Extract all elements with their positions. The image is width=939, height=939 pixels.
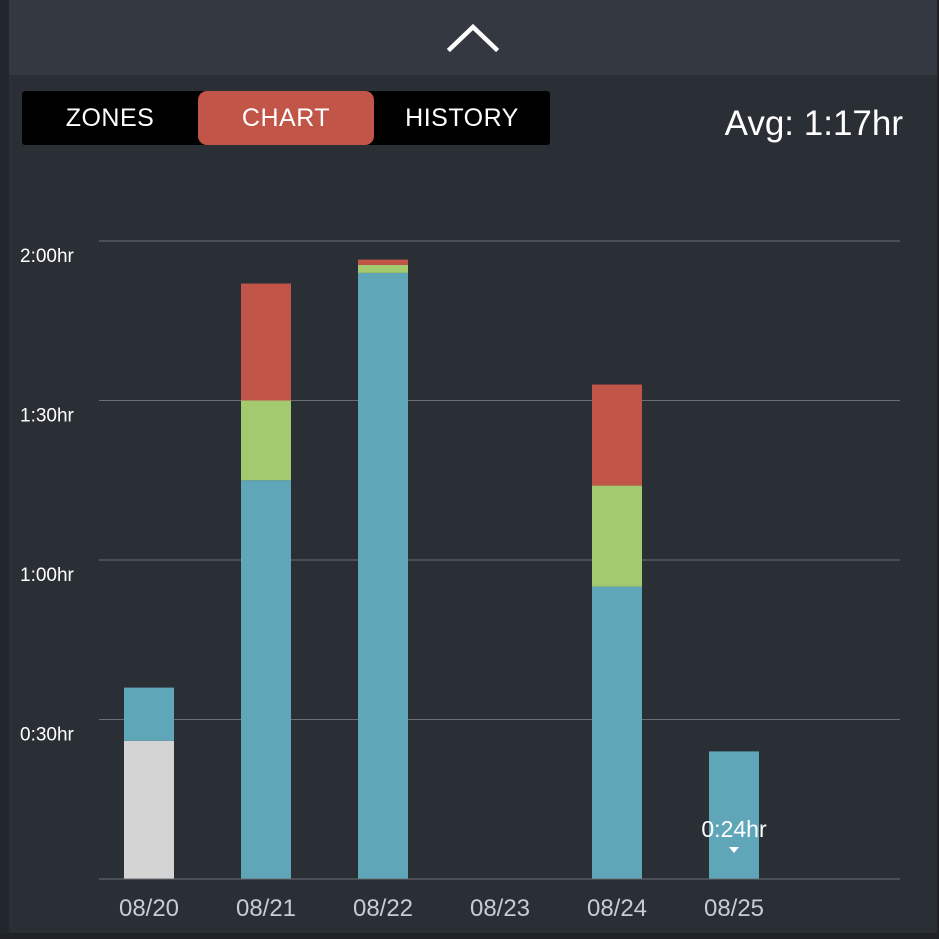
- bar-segment-08-20-s0[interactable]: [124, 740, 174, 879]
- right-edge: [937, 0, 939, 939]
- x-tick-label: 08/22: [353, 895, 413, 922]
- average-label: Avg: 1:17hr: [724, 104, 903, 143]
- data-label: 0:24hr: [701, 816, 767, 842]
- bar-segment-08-21-s1[interactable]: [241, 480, 291, 879]
- bar-segment-08-24-s1[interactable]: [592, 586, 642, 879]
- bar-segment-08-22-s1[interactable]: [358, 272, 408, 879]
- x-tick-label: 08/21: [236, 895, 296, 922]
- x-tick-label: 08/25: [704, 895, 764, 922]
- tab-zones[interactable]: ZONES: [65, 103, 155, 132]
- y-tick-label: 1:00hr: [20, 565, 75, 586]
- bar-segment-08-25-s1[interactable]: [709, 751, 759, 879]
- bar-segment-08-22-s3[interactable]: [358, 259, 408, 265]
- x-tick-label: 08/23: [470, 895, 530, 922]
- view-tabs: ZONES CHART HISTORY: [22, 91, 550, 145]
- chevron-up-icon: [447, 23, 499, 52]
- y-tick-label: 1:30hr: [20, 406, 75, 427]
- x-tick-label: 08/24: [587, 895, 647, 922]
- left-edge: [0, 0, 9, 939]
- collapse-bar[interactable]: [9, 0, 937, 75]
- y-tick-label: 2:00hr: [20, 246, 75, 267]
- bar-segment-08-24-s3[interactable]: [592, 384, 642, 486]
- pointer-marker-icon: [729, 847, 739, 853]
- bottom-edge: [0, 933, 939, 939]
- bar-segment-08-20-s1[interactable]: [124, 687, 174, 741]
- tab-chart[interactable]: CHART: [198, 91, 374, 145]
- bar-segment-08-21-s3[interactable]: [241, 283, 291, 401]
- x-tick-label: 08/20: [119, 895, 179, 922]
- tab-history[interactable]: HISTORY: [405, 103, 519, 132]
- bar-segment-08-22-s2[interactable]: [358, 264, 408, 273]
- y-tick-label: 0:30hr: [20, 725, 75, 746]
- bar-segment-08-21-s2[interactable]: [241, 400, 291, 481]
- bar-segment-08-24-s2[interactable]: [592, 485, 642, 587]
